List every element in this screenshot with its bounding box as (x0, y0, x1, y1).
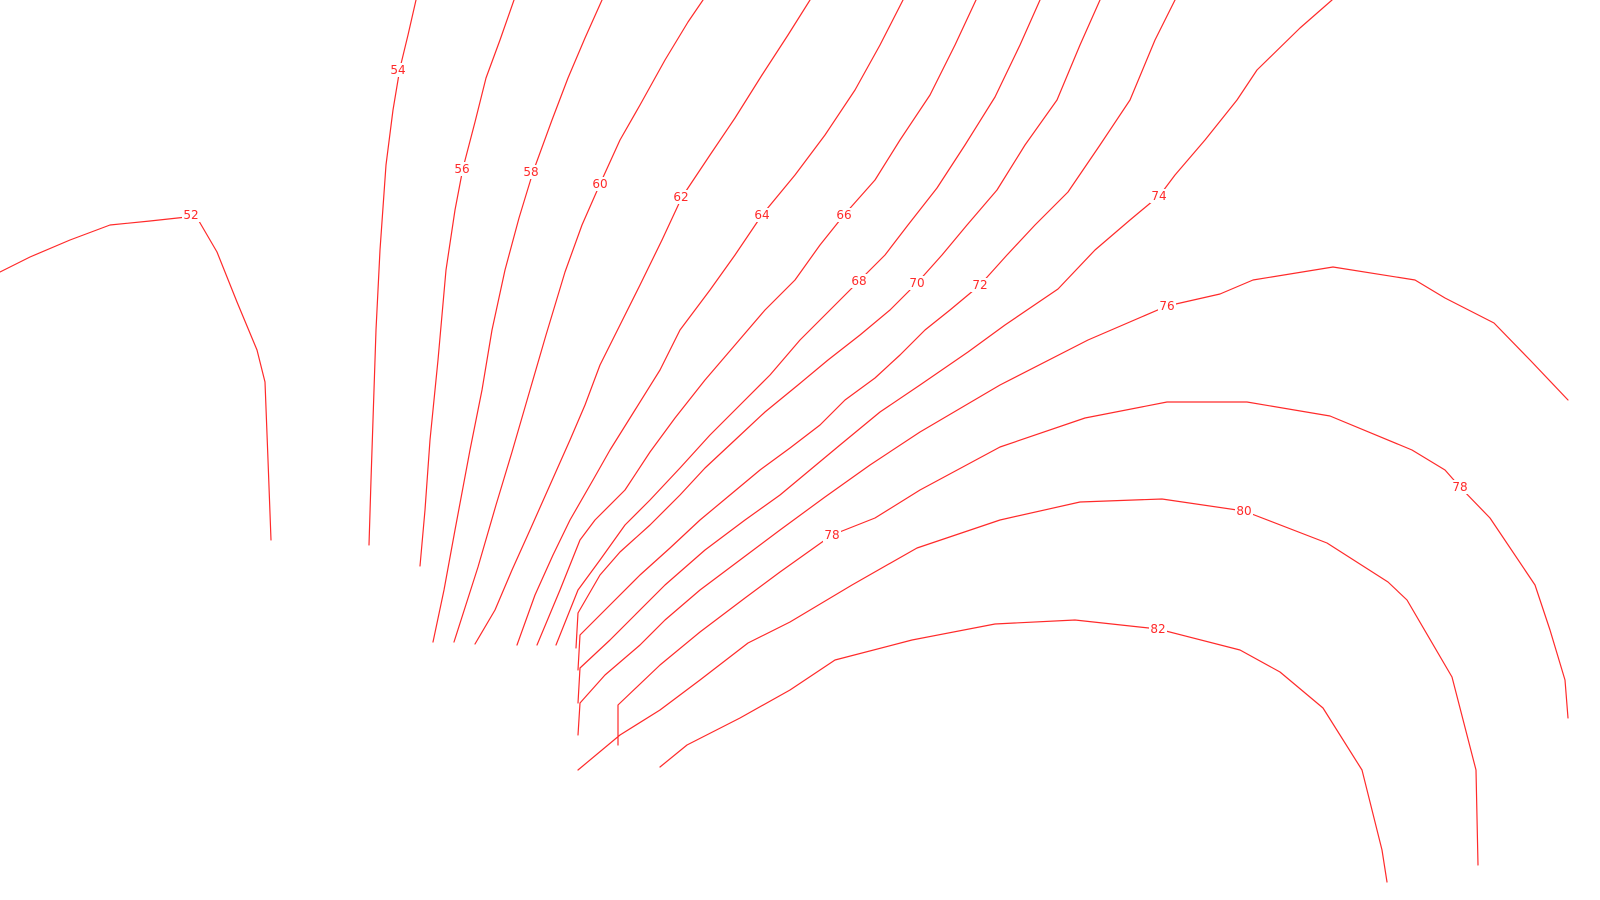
contour-label-bg-60 (591, 177, 609, 191)
contour-label-bg-70 (908, 276, 926, 290)
contour-label-78: 78 (1452, 480, 1467, 494)
contour-line-70 (575, 0, 1101, 649)
contour-line-76 (577, 266, 1569, 736)
contour-label-bg-76 (1158, 299, 1176, 313)
contour-label-82: 82 (1150, 622, 1165, 636)
contour-label-bg-80 (1235, 504, 1253, 518)
contour-label-bg-58 (522, 165, 540, 179)
contour-label-bg-74 (1150, 189, 1168, 203)
contour-line-72 (577, 0, 1176, 671)
contour-label-58: 58 (523, 165, 538, 179)
contour-label-62: 62 (673, 190, 688, 204)
contour-label-78: 78 (824, 528, 839, 542)
contour-label-52: 52 (183, 208, 198, 222)
contour-line-56 (419, 0, 515, 567)
contour-line-80 (577, 498, 1479, 866)
contour-label-bg-78 (823, 528, 841, 542)
contour-label-70: 70 (909, 276, 924, 290)
contour-label-76: 76 (1159, 299, 1174, 313)
contour-line-74 (577, 0, 1333, 704)
contour-line-52 (0, 215, 272, 541)
contour-label-bg-68 (850, 274, 868, 288)
contour-line-78 (617, 401, 1569, 746)
contour-label-bg-82 (1149, 622, 1167, 636)
contour-line-68 (555, 0, 1041, 646)
contour-label-54: 54 (390, 63, 405, 77)
contour-label-bg-72 (971, 278, 989, 292)
contour-label-bg-66 (835, 208, 853, 222)
contour-label-60: 60 (592, 177, 607, 191)
contour-label-bg-78 (1451, 480, 1469, 494)
contour-label-66: 66 (836, 208, 851, 222)
contour-line-58 (432, 0, 603, 643)
contour-line-60 (453, 0, 704, 643)
contour-label-72: 72 (972, 278, 987, 292)
contour-label-64: 64 (754, 208, 769, 222)
contour-label-bg-56 (453, 162, 471, 176)
contour-label-bg-54 (389, 63, 407, 77)
contour-label-bg-62 (672, 190, 690, 204)
contour-label-bg-64 (753, 208, 771, 222)
contour-label-74: 74 (1151, 189, 1166, 203)
contour-line-82 (659, 619, 1388, 883)
contour-label-56: 56 (454, 162, 469, 176)
contour-line-66 (536, 0, 977, 646)
contour-line-62 (474, 0, 811, 645)
contour-label-80: 80 (1236, 504, 1251, 518)
contour-labels: 52 54 56 58 60 62 64 66 68 70 72 74 76 78 78 80 82 (182, 63, 1469, 636)
contour-line-54 (368, 0, 417, 546)
contour-line-64 (516, 0, 904, 646)
contour-label-68: 68 (851, 274, 866, 288)
contour-lines (0, 0, 1569, 883)
contour-label-bg-52 (182, 208, 200, 222)
